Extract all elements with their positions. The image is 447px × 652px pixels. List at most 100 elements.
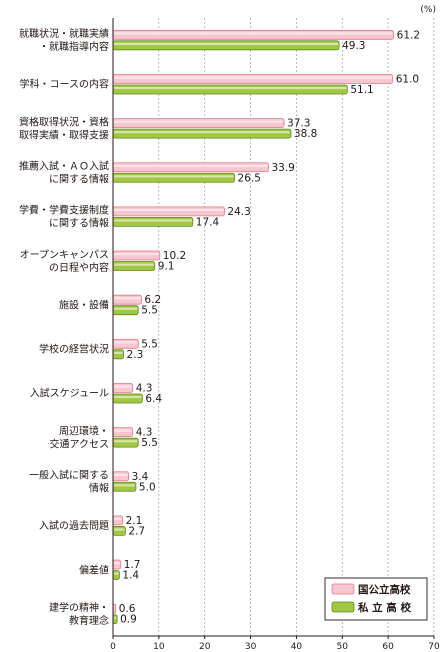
category-label: 交通アクセス bbox=[50, 437, 110, 450]
tick-label: 0 bbox=[110, 642, 116, 652]
value-label: 24.3 bbox=[227, 206, 250, 218]
bar-green bbox=[112, 261, 156, 271]
value-label: 17.4 bbox=[196, 216, 220, 228]
bar-green bbox=[112, 525, 126, 536]
legend-label: 私 立 高 校 bbox=[357, 601, 411, 614]
bar-highlight bbox=[114, 429, 132, 432]
value-label: 1.7 bbox=[124, 559, 141, 571]
bar-highlight bbox=[114, 208, 224, 212]
value-label: 4.3 bbox=[136, 427, 153, 439]
bar-highlight bbox=[114, 219, 192, 222]
value-label: 37.3 bbox=[287, 118, 310, 130]
category-label: 推薦入試・ＡＯ入試 bbox=[19, 160, 109, 173]
bar-highlight bbox=[114, 562, 120, 565]
bar-green bbox=[112, 393, 143, 404]
bar-green bbox=[112, 40, 340, 51]
legend-label: 国公立高校 bbox=[358, 583, 411, 596]
value-label: 2.1 bbox=[126, 515, 143, 527]
value-label: 49.3 bbox=[342, 40, 365, 52]
bar-highlight bbox=[114, 253, 159, 256]
category-label: ・就職指導内容 bbox=[39, 40, 109, 53]
bar-green bbox=[112, 305, 139, 316]
category-label: に関する情報 bbox=[49, 217, 109, 230]
value-label: 4.3 bbox=[136, 382, 153, 394]
bar-highlight bbox=[114, 395, 142, 399]
value-label: 5.5 bbox=[141, 437, 158, 449]
value-label: 61.0 bbox=[396, 73, 419, 85]
value-label: 5.5 bbox=[141, 338, 158, 350]
value-label: 6.4 bbox=[145, 393, 162, 405]
bar-highlight bbox=[114, 164, 268, 167]
bar-green bbox=[112, 570, 120, 580]
bar-highlight bbox=[114, 351, 123, 355]
value-label: 0.6 bbox=[119, 603, 136, 615]
value-label: 6.2 bbox=[144, 294, 161, 306]
bar-highlight bbox=[114, 572, 119, 575]
bar-highlight bbox=[114, 297, 141, 300]
bar-highlight bbox=[114, 131, 290, 134]
bar-highlight bbox=[114, 517, 122, 521]
bar-pink bbox=[112, 118, 285, 129]
category-label: 学校の経営状況 bbox=[39, 343, 109, 356]
bar-highlight bbox=[114, 175, 234, 178]
bar-highlight bbox=[114, 307, 138, 310]
category-label: 入試の過去問題 bbox=[39, 519, 109, 532]
value-label: 9.1 bbox=[158, 261, 175, 273]
bar-green bbox=[112, 84, 348, 95]
legend-swatch bbox=[331, 583, 355, 595]
category-label: 取得実績・取得支援 bbox=[19, 128, 109, 141]
tick-label: 70 bbox=[428, 642, 440, 652]
bar-green bbox=[112, 216, 194, 227]
value-label: 51.1 bbox=[350, 84, 373, 96]
bar-highlight bbox=[114, 473, 128, 476]
tick-label: 30 bbox=[245, 642, 257, 652]
category-label: 建学の精神・ bbox=[49, 601, 109, 614]
bar-pink bbox=[112, 515, 124, 526]
bar-pink bbox=[112, 206, 225, 217]
bar-highlight bbox=[114, 76, 392, 79]
category-label: 一般入試に関する bbox=[29, 469, 109, 482]
bar-highlight bbox=[114, 341, 138, 344]
category-label: 就職状況・就職実績 bbox=[19, 27, 109, 40]
bar-pink bbox=[112, 162, 269, 173]
bar-pink bbox=[112, 29, 395, 40]
bar-pink bbox=[112, 74, 394, 84]
bar-pink bbox=[112, 383, 134, 393]
category-label: に関する情報 bbox=[49, 173, 109, 186]
value-label: 2.7 bbox=[128, 525, 145, 537]
unit-label: (%) bbox=[420, 5, 436, 15]
category-label: オープンキャンパス bbox=[20, 249, 109, 261]
category-label: 資格取得状況・資格 bbox=[19, 115, 109, 128]
bar-highlight bbox=[114, 385, 132, 388]
bar-highlight bbox=[114, 606, 115, 609]
tick-label: 20 bbox=[199, 642, 211, 652]
bar-highlight bbox=[114, 484, 135, 487]
tick-label: 40 bbox=[291, 642, 303, 652]
value-label: 0.9 bbox=[120, 614, 137, 626]
value-label: 5.0 bbox=[139, 481, 156, 493]
category-label: 学科・コースの内容 bbox=[20, 78, 110, 91]
bar-highlight bbox=[114, 42, 339, 46]
value-label: 10.2 bbox=[163, 250, 186, 262]
category-label: 周辺環境・ bbox=[59, 424, 109, 437]
value-label: 5.5 bbox=[141, 305, 158, 317]
bar-pink bbox=[112, 471, 129, 482]
category-label: 入試スケジュール bbox=[30, 387, 109, 400]
bar-highlight bbox=[114, 86, 347, 90]
bar-green bbox=[112, 437, 139, 448]
category-label: 施設・設備 bbox=[59, 298, 109, 311]
bar-highlight bbox=[114, 616, 117, 619]
value-label: 38.8 bbox=[294, 128, 317, 140]
bar-highlight bbox=[114, 440, 138, 443]
value-label: 1.4 bbox=[122, 570, 139, 582]
category-label: の日程や内容 bbox=[49, 261, 109, 274]
tick-label: 60 bbox=[382, 642, 394, 652]
bar-highlight bbox=[114, 32, 393, 35]
legend-swatch bbox=[331, 601, 355, 613]
bar-pink bbox=[112, 294, 142, 305]
bar-green bbox=[112, 172, 235, 183]
value-label: 2.3 bbox=[127, 349, 144, 361]
bar-pink bbox=[112, 338, 139, 349]
bar-green bbox=[112, 128, 292, 139]
